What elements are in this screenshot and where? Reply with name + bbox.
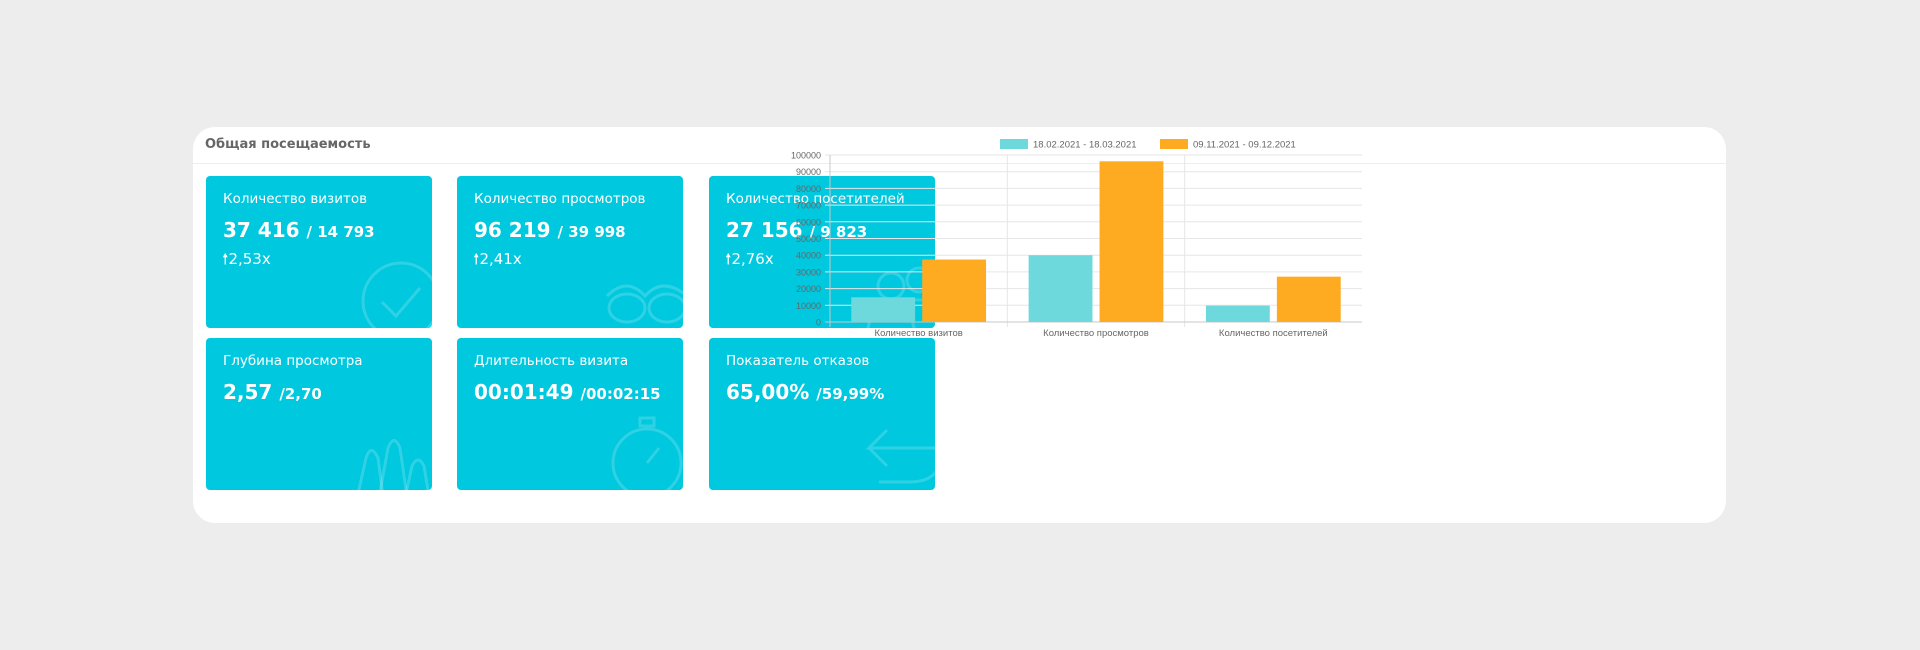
legend-swatch [1160, 139, 1188, 149]
card-current-value: 27 156 [726, 218, 803, 242]
y-tick-label: 0 [816, 318, 821, 328]
legend-label: 18.02.2021 - 18.03.2021 [1033, 140, 1137, 151]
card-duration: Длительность визита 00:01:49 /00:02:15 [457, 338, 683, 490]
card-previous-value: /00:02:15 [580, 385, 661, 403]
y-tick-label: 20000 [796, 284, 821, 294]
legend-label: 09.11.2021 - 09.12.2021 [1193, 140, 1296, 151]
traffic-panel: Общая посещаемость Количество визитов 37… [193, 127, 1726, 523]
y-tick-label: 60000 [796, 217, 821, 227]
arrow-up-icon: 🠕 [725, 250, 732, 268]
card-current-value: 2,57 [223, 380, 273, 404]
card-current-value: 37 416 [223, 218, 300, 242]
bar-chart: 0 10000 20000 30000 40000 50000 60000 70000 8000… [791, 139, 1362, 339]
card-label: Показатель отказов [726, 353, 870, 369]
card-previous-value: / 39 998 [557, 223, 626, 241]
card-label: Длительность визита [474, 353, 629, 369]
card-bounce-rate: Показатель отказов 65,00% /59,99% [709, 338, 935, 490]
card-growth: 🠕2,76x [725, 249, 774, 274]
card-current-value: 96 219 [474, 218, 551, 242]
card-label: Количество посетителей [726, 191, 905, 207]
bar-2 [922, 259, 987, 322]
card-label: Количество визитов [223, 191, 368, 207]
card-growth-value: 2,76x [731, 250, 774, 268]
card-growth: 🠕2,41x [473, 249, 522, 274]
y-tick-label: 70000 [796, 201, 821, 211]
x-tick-label: Количество визитов [875, 328, 963, 339]
card-depth: Глубина просмотра 2,57 /2,70 [206, 338, 432, 490]
card-previous-value: / 14 793 [306, 223, 375, 241]
arrow-up-icon: 🠕 [473, 250, 480, 268]
arrow-up-icon: 🠕 [222, 250, 229, 268]
card-growth: 🠕2,53x [222, 249, 271, 274]
card-label: Глубина просмотра [223, 353, 363, 369]
card-value: 27 156 / 9 823 [726, 218, 867, 242]
glasses-icon [605, 284, 683, 324]
stopwatch-icon [611, 416, 683, 490]
card-current-value: 65,00% [726, 380, 810, 404]
bar-1 [1028, 255, 1093, 322]
bar-2 [1099, 161, 1164, 322]
card-value: 65,00% /59,99% [726, 380, 884, 404]
return-arrow-icon [865, 428, 935, 484]
x-tick-label: Количество просмотров [1043, 328, 1149, 339]
card-value: 96 219 / 39 998 [474, 218, 626, 242]
card-value: 37 416 / 14 793 [223, 218, 375, 242]
card-value: 00:01:49 /00:02:15 [474, 380, 661, 404]
y-tick-label: 100000 [791, 151, 821, 161]
card-growth-value: 2,41x [479, 250, 522, 268]
y-tick-label: 40000 [796, 251, 821, 261]
checkmark-icon [361, 261, 432, 328]
bar-2 [1276, 276, 1341, 322]
bar-1 [851, 297, 916, 322]
card-label: Количество просмотров [474, 191, 646, 207]
panel-divider [193, 163, 1726, 164]
y-tick-label: 50000 [796, 234, 821, 244]
card-previous-value: / 9 823 [809, 223, 868, 241]
y-tick-label: 80000 [796, 184, 821, 194]
y-tick-label: 10000 [796, 301, 821, 311]
card-previous-value: /2,70 [279, 385, 322, 403]
y-tick-label: 90000 [796, 167, 821, 177]
card-previous-value: /59,99% [816, 385, 885, 403]
y-tick-label: 30000 [796, 267, 821, 277]
card-visits: Количество визитов 37 416 / 14 793 🠕2,53… [206, 176, 432, 328]
card-current-value: 00:01:49 [474, 380, 574, 404]
card-pageviews: Количество просмотров 96 219 / 39 998 🠕2… [457, 176, 683, 328]
legend-swatch [1000, 139, 1028, 149]
x-tick-label: Количество посетителей [1219, 328, 1328, 339]
panel-title: Общая посещаемость [205, 137, 371, 152]
bar-1 [1205, 305, 1270, 322]
chart-icon [357, 439, 430, 490]
card-growth-value: 2,53x [228, 250, 271, 268]
card-value: 2,57 /2,70 [223, 380, 322, 404]
